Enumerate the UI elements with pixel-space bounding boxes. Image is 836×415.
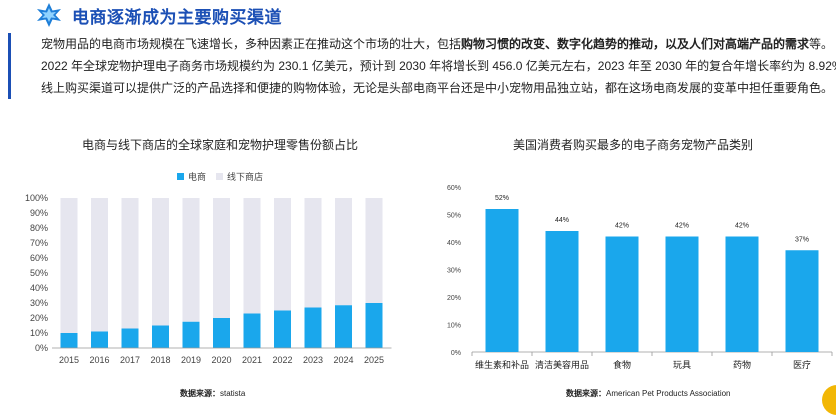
x-tick-label: 2022 xyxy=(272,355,292,365)
x-tick-label: 食物 xyxy=(613,359,631,370)
bar-offline xyxy=(121,198,139,329)
bar-ecommerce xyxy=(121,328,139,348)
line1-bold: 购物习惯的改变、数字化趋势的推动，以及人们对高端产品的需求 xyxy=(461,37,810,51)
bar-ecommerce xyxy=(91,331,108,348)
legend-ecommerce-label: 电商 xyxy=(188,172,207,182)
x-tick-label: 2021 xyxy=(242,355,262,365)
chart1-title: 电商与线下商店的全球家庭和宠物护理零售份额占比 xyxy=(81,138,358,152)
y-tick-label: 60% xyxy=(30,253,48,263)
y-tick-label: 50% xyxy=(30,268,48,278)
bar-offline xyxy=(335,198,352,306)
corner-decoration xyxy=(822,385,836,415)
y-tick-label: 40% xyxy=(447,240,461,247)
bar-ecommerce xyxy=(152,325,169,348)
data-label: 42% xyxy=(735,223,749,230)
y-tick-label: 20% xyxy=(30,313,48,323)
x-tick-label: 玩具 xyxy=(673,360,691,370)
paragraph-line-2: 2022 年全球宠物护理电子商务市场规模约为 230.1 亿美元，预计到 203… xyxy=(41,59,836,73)
chart2-plot: 0% 10% 20% 30% 40% 50% 60% 52% 维生素和补品 44% 清洁美容用品 42… xyxy=(447,185,833,370)
chart1-source-label: 数据来源： xyxy=(180,389,220,398)
page-title: 电商逐渐成为主要购买渠道 xyxy=(72,7,282,27)
line1-pre: 宠物用品的电商市场规模在飞速增长，多种因素正在推动这个市场的壮大，包括 xyxy=(41,37,462,51)
chart2-source: 数据来源：American Pet Products Association xyxy=(566,388,731,399)
y-tick-label: 100% xyxy=(25,193,48,203)
bar-offline xyxy=(243,198,261,314)
y-tick-label: 80% xyxy=(30,223,48,233)
chart1-legend: 电商 线下商店 xyxy=(177,170,273,183)
star-icon xyxy=(37,3,61,27)
y-tick-label: 0% xyxy=(35,343,48,353)
x-tick-label: 清洁美容用品 xyxy=(535,359,589,370)
y-tick-label: 60% xyxy=(447,185,461,192)
legend-offline-swatch xyxy=(216,173,224,180)
x-tick-label: 维生素和补品 xyxy=(475,359,529,370)
chart1-source-name: statista xyxy=(220,389,246,398)
y-tick-label: 70% xyxy=(30,238,48,248)
bar-ecommerce xyxy=(335,305,352,348)
y-tick-label: 30% xyxy=(447,268,461,275)
x-tick-label: 2020 xyxy=(211,355,231,365)
bar-offline xyxy=(274,198,291,311)
data-label: 42% xyxy=(615,223,629,230)
x-tick-label: 2023 xyxy=(303,355,323,365)
bar-ecommerce xyxy=(365,303,383,348)
x-tick-label: 2018 xyxy=(150,355,170,365)
paragraph-line-3: 线上购买渠道可以提供广泛的产品选择和便捷的购物体验，无论是头部电商平台还是中小宠… xyxy=(41,81,834,95)
x-tick-label: 医疗 xyxy=(793,359,811,370)
bar-ecommerce xyxy=(182,321,200,348)
x-tick-label: 2024 xyxy=(333,355,353,365)
data-label: 44% xyxy=(555,217,569,224)
bar-category xyxy=(785,250,819,352)
y-tick-label: 30% xyxy=(30,298,48,308)
y-tick-label: 90% xyxy=(30,208,48,218)
bar-offline xyxy=(91,198,108,332)
bar-category xyxy=(665,236,699,352)
bar-category xyxy=(725,236,759,352)
line1-post: 等。 xyxy=(809,37,834,51)
bar-ecommerce xyxy=(274,310,291,348)
bar-offline xyxy=(304,198,322,308)
x-tick-label: 2019 xyxy=(181,355,201,365)
x-tick-label: 2017 xyxy=(120,355,140,365)
y-tick-label: 50% xyxy=(447,213,461,220)
bar-ecommerce xyxy=(304,307,322,348)
data-label: 42% xyxy=(675,223,689,230)
bar-ecommerce xyxy=(60,333,78,348)
bar-category xyxy=(485,209,519,352)
legend-ecommerce: 电商 xyxy=(177,170,206,183)
chart2-title: 美国消费者购买最多的电子商务宠物产品类别 xyxy=(512,138,753,152)
data-label: 52% xyxy=(495,195,509,202)
y-tick-label: 20% xyxy=(447,295,461,302)
bar-offline xyxy=(213,198,230,318)
x-tick-label: 2015 xyxy=(59,355,79,365)
legend-ecommerce-swatch xyxy=(177,173,184,180)
legend-offline: 线下商店 xyxy=(216,170,263,183)
x-tick-label: 2016 xyxy=(89,355,109,365)
bar-ecommerce xyxy=(213,318,230,348)
y-tick-label: 10% xyxy=(30,328,48,338)
bar-category xyxy=(605,236,639,352)
chart1-plot: 0% 10% 20% 30% 40% 50% 60% 70% 80% 90% 100% 2015 201… xyxy=(25,193,392,365)
bar-offline xyxy=(60,198,78,333)
chart2-source-label: 数据来源： xyxy=(566,389,606,398)
chart2-source-name: American Pet Products Association xyxy=(606,389,731,398)
section-header: 电商逐渐成为主要购买渠道 xyxy=(10,0,282,30)
x-tick-label: 药物 xyxy=(733,359,751,370)
paragraph-line-1: 宠物用品的电商市场规模在飞速增长，多种因素正在推动这个市场的壮大，包括购物习惯的… xyxy=(41,33,834,55)
y-tick-label: 0% xyxy=(451,350,461,357)
x-tick-label: 2025 xyxy=(364,355,384,365)
bar-category xyxy=(545,231,579,352)
bar-offline xyxy=(365,198,383,303)
bar-offline xyxy=(152,198,169,326)
y-tick-label: 10% xyxy=(447,323,461,330)
data-label: 37% xyxy=(795,236,809,243)
y-tick-label: 40% xyxy=(30,283,48,293)
bar-offline xyxy=(182,198,200,322)
bar-ecommerce xyxy=(243,313,261,348)
intro-paragraph: 宠物用品的电商市场规模在飞速增长，多种因素正在推动这个市场的壮大，包括购物习惯的… xyxy=(8,33,836,99)
legend-offline-label: 线下商店 xyxy=(227,172,264,182)
chart1-source: 数据来源：statista xyxy=(180,388,245,399)
